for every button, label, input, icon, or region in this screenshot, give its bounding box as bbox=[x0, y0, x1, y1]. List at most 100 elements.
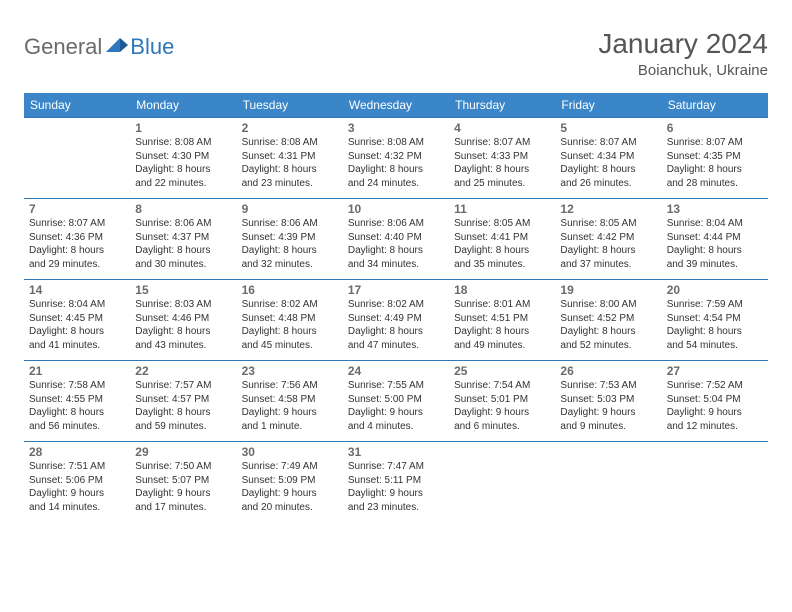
brand-logo: General Blue bbox=[24, 28, 174, 60]
calendar-day-cell bbox=[555, 442, 661, 523]
calendar-day-cell: 29Sunrise: 7:50 AMSunset: 5:07 PMDayligh… bbox=[130, 442, 236, 523]
day-info-line: Sunrise: 7:47 AM bbox=[348, 460, 444, 474]
calendar-day-cell: 21Sunrise: 7:58 AMSunset: 4:55 PMDayligh… bbox=[24, 361, 130, 442]
weekday-header: Monday bbox=[130, 93, 236, 118]
day-info-line: and 14 minutes. bbox=[29, 501, 125, 515]
calendar-day-cell bbox=[662, 442, 768, 523]
day-info-line: and 23 minutes. bbox=[242, 177, 338, 191]
day-info-line: Sunset: 5:11 PM bbox=[348, 474, 444, 488]
day-number: 14 bbox=[29, 283, 125, 297]
calendar-day-cell: 30Sunrise: 7:49 AMSunset: 5:09 PMDayligh… bbox=[237, 442, 343, 523]
day-info-line: Sunrise: 8:07 AM bbox=[29, 217, 125, 231]
calendar-day-cell: 28Sunrise: 7:51 AMSunset: 5:06 PMDayligh… bbox=[24, 442, 130, 523]
weekday-header: Tuesday bbox=[237, 93, 343, 118]
day-info-line: and 32 minutes. bbox=[242, 258, 338, 272]
day-number: 6 bbox=[667, 121, 763, 135]
day-info-line: and 23 minutes. bbox=[348, 501, 444, 515]
day-info-line: Sunset: 5:07 PM bbox=[135, 474, 231, 488]
day-info-line: and 24 minutes. bbox=[348, 177, 444, 191]
day-info-line: Sunrise: 8:01 AM bbox=[454, 298, 550, 312]
day-info-line: Sunrise: 7:56 AM bbox=[242, 379, 338, 393]
day-info-line: and 49 minutes. bbox=[454, 339, 550, 353]
calendar-day-cell: 15Sunrise: 8:03 AMSunset: 4:46 PMDayligh… bbox=[130, 280, 236, 361]
day-info-line: Sunrise: 8:06 AM bbox=[242, 217, 338, 231]
day-info-line: Sunrise: 8:08 AM bbox=[135, 136, 231, 150]
day-info-line: Sunset: 4:55 PM bbox=[29, 393, 125, 407]
calendar-day-cell: 17Sunrise: 8:02 AMSunset: 4:49 PMDayligh… bbox=[343, 280, 449, 361]
day-number: 23 bbox=[242, 364, 338, 378]
day-info-line: and 26 minutes. bbox=[560, 177, 656, 191]
day-info-line: Daylight: 8 hours bbox=[560, 325, 656, 339]
day-info-line: and 45 minutes. bbox=[242, 339, 338, 353]
calendar-day-cell: 23Sunrise: 7:56 AMSunset: 4:58 PMDayligh… bbox=[237, 361, 343, 442]
calendar-page: General Blue January 2024 Boianchuk, Ukr… bbox=[0, 0, 792, 542]
calendar-week-row: 1Sunrise: 8:08 AMSunset: 4:30 PMDaylight… bbox=[24, 118, 768, 199]
calendar-day-cell: 9Sunrise: 8:06 AMSunset: 4:39 PMDaylight… bbox=[237, 199, 343, 280]
day-info-line: and 20 minutes. bbox=[242, 501, 338, 515]
day-info-line: Daylight: 8 hours bbox=[454, 325, 550, 339]
calendar-day-cell: 14Sunrise: 8:04 AMSunset: 4:45 PMDayligh… bbox=[24, 280, 130, 361]
day-number: 28 bbox=[29, 445, 125, 459]
day-info-line: Sunset: 5:01 PM bbox=[454, 393, 550, 407]
calendar-day-cell: 3Sunrise: 8:08 AMSunset: 4:32 PMDaylight… bbox=[343, 118, 449, 199]
day-info-line: Sunset: 4:40 PM bbox=[348, 231, 444, 245]
day-info-line: Sunrise: 7:54 AM bbox=[454, 379, 550, 393]
day-info-line: Daylight: 8 hours bbox=[667, 244, 763, 258]
day-info-line: Sunrise: 7:49 AM bbox=[242, 460, 338, 474]
day-info-line: Sunset: 4:51 PM bbox=[454, 312, 550, 326]
day-info-line: Daylight: 8 hours bbox=[348, 325, 444, 339]
day-info-line: Sunset: 4:31 PM bbox=[242, 150, 338, 164]
calendar-week-row: 14Sunrise: 8:04 AMSunset: 4:45 PMDayligh… bbox=[24, 280, 768, 361]
day-number: 16 bbox=[242, 283, 338, 297]
day-info-line: Daylight: 8 hours bbox=[29, 244, 125, 258]
day-info-line: and 59 minutes. bbox=[135, 420, 231, 434]
calendar-day-cell: 11Sunrise: 8:05 AMSunset: 4:41 PMDayligh… bbox=[449, 199, 555, 280]
month-title: January 2024 bbox=[598, 28, 768, 60]
calendar-day-cell: 1Sunrise: 8:08 AMSunset: 4:30 PMDaylight… bbox=[130, 118, 236, 199]
day-info-line: Sunset: 4:58 PM bbox=[242, 393, 338, 407]
day-info-line: Daylight: 8 hours bbox=[29, 406, 125, 420]
day-info-line: Sunset: 4:48 PM bbox=[242, 312, 338, 326]
day-info-line: Sunrise: 7:52 AM bbox=[667, 379, 763, 393]
day-info-line: Sunset: 5:00 PM bbox=[348, 393, 444, 407]
day-info-line: Sunrise: 8:06 AM bbox=[348, 217, 444, 231]
day-number: 26 bbox=[560, 364, 656, 378]
calendar-day-cell: 22Sunrise: 7:57 AMSunset: 4:57 PMDayligh… bbox=[130, 361, 236, 442]
day-info-line: Daylight: 8 hours bbox=[348, 244, 444, 258]
day-info-line: Sunrise: 8:02 AM bbox=[242, 298, 338, 312]
day-number: 2 bbox=[242, 121, 338, 135]
day-info-line: and 37 minutes. bbox=[560, 258, 656, 272]
day-info-line: Sunset: 4:39 PM bbox=[242, 231, 338, 245]
day-info-line: Daylight: 8 hours bbox=[135, 325, 231, 339]
calendar-day-cell: 6Sunrise: 8:07 AMSunset: 4:35 PMDaylight… bbox=[662, 118, 768, 199]
day-info-line: Daylight: 8 hours bbox=[135, 163, 231, 177]
day-info-line: Sunrise: 8:04 AM bbox=[667, 217, 763, 231]
calendar-day-cell: 26Sunrise: 7:53 AMSunset: 5:03 PMDayligh… bbox=[555, 361, 661, 442]
calendar-day-cell: 25Sunrise: 7:54 AMSunset: 5:01 PMDayligh… bbox=[449, 361, 555, 442]
day-info-line: and 17 minutes. bbox=[135, 501, 231, 515]
day-info-line: Daylight: 8 hours bbox=[454, 244, 550, 258]
calendar-week-row: 28Sunrise: 7:51 AMSunset: 5:06 PMDayligh… bbox=[24, 442, 768, 523]
day-info-line: Daylight: 8 hours bbox=[560, 244, 656, 258]
header: General Blue January 2024 Boianchuk, Ukr… bbox=[24, 28, 768, 79]
day-info-line: Sunrise: 8:04 AM bbox=[29, 298, 125, 312]
calendar-day-cell bbox=[24, 118, 130, 199]
day-info-line: Sunrise: 7:50 AM bbox=[135, 460, 231, 474]
day-info-line: Sunrise: 8:03 AM bbox=[135, 298, 231, 312]
day-number: 5 bbox=[560, 121, 656, 135]
day-number: 25 bbox=[454, 364, 550, 378]
day-info-line: Sunset: 4:46 PM bbox=[135, 312, 231, 326]
day-info-line: Sunset: 4:41 PM bbox=[454, 231, 550, 245]
day-info-line: and 30 minutes. bbox=[135, 258, 231, 272]
day-info-line: and 6 minutes. bbox=[454, 420, 550, 434]
calendar-week-row: 21Sunrise: 7:58 AMSunset: 4:55 PMDayligh… bbox=[24, 361, 768, 442]
day-number: 13 bbox=[667, 202, 763, 216]
day-info-line: Sunrise: 7:59 AM bbox=[667, 298, 763, 312]
day-info-line: and 4 minutes. bbox=[348, 420, 444, 434]
day-info-line: Sunrise: 8:02 AM bbox=[348, 298, 444, 312]
day-number: 7 bbox=[29, 202, 125, 216]
day-info-line: Sunset: 4:33 PM bbox=[454, 150, 550, 164]
day-info-line: Daylight: 9 hours bbox=[348, 406, 444, 420]
day-info-line: and 25 minutes. bbox=[454, 177, 550, 191]
day-number: 11 bbox=[454, 202, 550, 216]
